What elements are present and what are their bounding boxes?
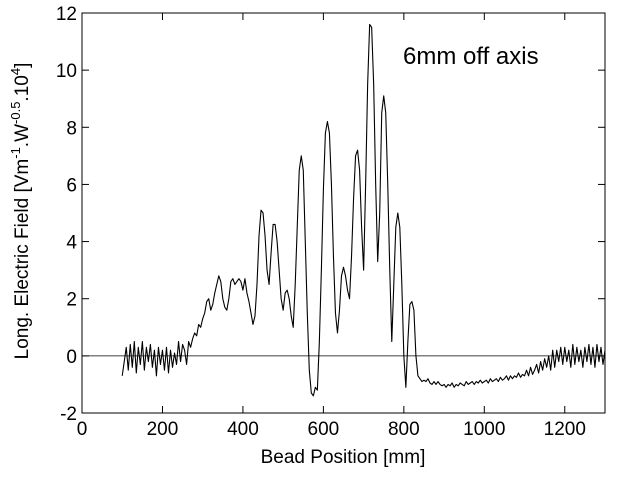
y-tick-label: -2 — [60, 404, 77, 425]
y-axis-label: Long. Electric Field [Vm-1.W-0.5.104] — [8, 63, 33, 360]
series-line — [121, 23, 606, 397]
y-tick-label: 0 — [66, 347, 77, 368]
x-axis-label: Bead Position [mm] — [261, 447, 426, 468]
y-axis-label-sup1: -1 — [8, 147, 23, 159]
plot-frame — [81, 12, 606, 414]
y-tick-label: 4 — [66, 233, 77, 254]
y-tick-label: 6 — [66, 175, 77, 196]
x-tick-label: 600 — [308, 419, 340, 440]
y-tick-label: 12 — [56, 4, 77, 25]
y-axis-label-sup3: 4 — [8, 68, 23, 75]
y-tick-label: 8 — [66, 118, 77, 139]
x-tick-labels: 0 200 400 600 800 1000 1200 — [77, 419, 586, 440]
x-tick-label: 1200 — [544, 419, 586, 440]
y-axis-label-mid2: .10 — [12, 75, 33, 101]
annotation: 6mm off axis — [403, 43, 539, 70]
x-tick-label: 400 — [227, 419, 259, 440]
y-axis-label-main: Long. Electric Field [Vm — [12, 159, 33, 360]
y-axis-label-end: ] — [12, 63, 33, 68]
x-tick-label: 800 — [388, 419, 420, 440]
y-tick-label: 2 — [66, 290, 77, 311]
x-tick-label: 1000 — [463, 419, 505, 440]
x-tick-label: 0 — [77, 419, 88, 440]
y-axis-label-sup2: -0.5 — [8, 102, 23, 124]
y-axis-label-mid1: .W — [12, 124, 33, 147]
x-tick-label: 200 — [147, 419, 179, 440]
y-tick-label: 10 — [56, 61, 77, 82]
y-tick-labels: -2 0 2 4 6 8 10 12 — [56, 4, 78, 425]
